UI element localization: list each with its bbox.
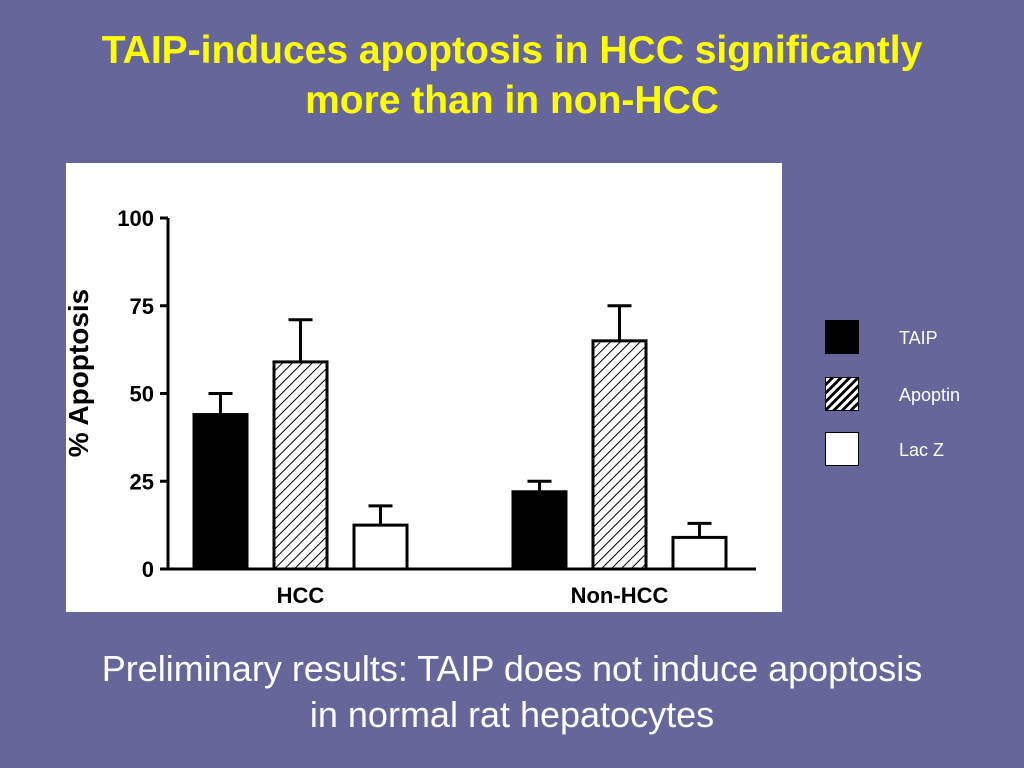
legend-item-taip: TAIP: [825, 320, 1015, 356]
bar-taip-hcc: [192, 413, 249, 571]
x-tick-label: Non-HCC: [571, 583, 669, 608]
legend-swatch-taip: [825, 320, 859, 354]
chart-bars: [192, 304, 728, 571]
legend-label-lacz: Lac Z: [899, 440, 945, 460]
caption-line-2: in normal rat hepatocytes: [309, 694, 715, 735]
caption-line-1: Preliminary results: TAIP does not induc…: [101, 648, 923, 689]
bar-lac-z-hcc: [352, 523, 409, 571]
bar-apoptin-non-hcc: [591, 339, 648, 571]
legend-item-apoptin: Apoptin: [825, 377, 1015, 413]
y-tick-label: 75: [130, 294, 154, 319]
legend-swatch-apoptin: [825, 377, 859, 411]
x-tick-label: HCC: [277, 583, 325, 608]
legend-item-lacz: Lac Z: [825, 432, 1015, 468]
y-tick-label: 100: [117, 206, 154, 231]
y-tick-label: 0: [142, 557, 154, 582]
slide-title-line-1: TAIP-induces apoptosis in HCC significan…: [101, 29, 923, 72]
bar-apoptin-hcc: [272, 360, 329, 571]
legend-label-apoptin: Apoptin: [899, 385, 961, 405]
bar-chart: % Apoptosis 0 25 50 75 100 HCC Non-HCC: [66, 206, 756, 608]
chart-axes: 0 25 50 75 100 HCC Non-HCC: [117, 206, 756, 608]
slide-title-line-2: more than in non-HCC: [305, 79, 719, 122]
slide-caption: Preliminary results: TAIP does not induc…: [0, 646, 1024, 738]
bar-lac-z-non-hcc: [671, 535, 728, 571]
y-tick-label: 25: [130, 469, 154, 494]
legend-swatch-lacz: [825, 432, 859, 466]
slide-title: TAIP-induces apoptosis in HCC significan…: [0, 26, 1024, 126]
chart-panel: % Apoptosis 0 25 50 75 100 HCC Non-HCC: [66, 163, 782, 612]
y-tick-label: 50: [130, 382, 154, 407]
legend-label-taip: TAIP: [899, 328, 938, 348]
bar-taip-non-hcc: [511, 490, 568, 571]
y-axis-label: % Apoptosis: [66, 289, 94, 458]
